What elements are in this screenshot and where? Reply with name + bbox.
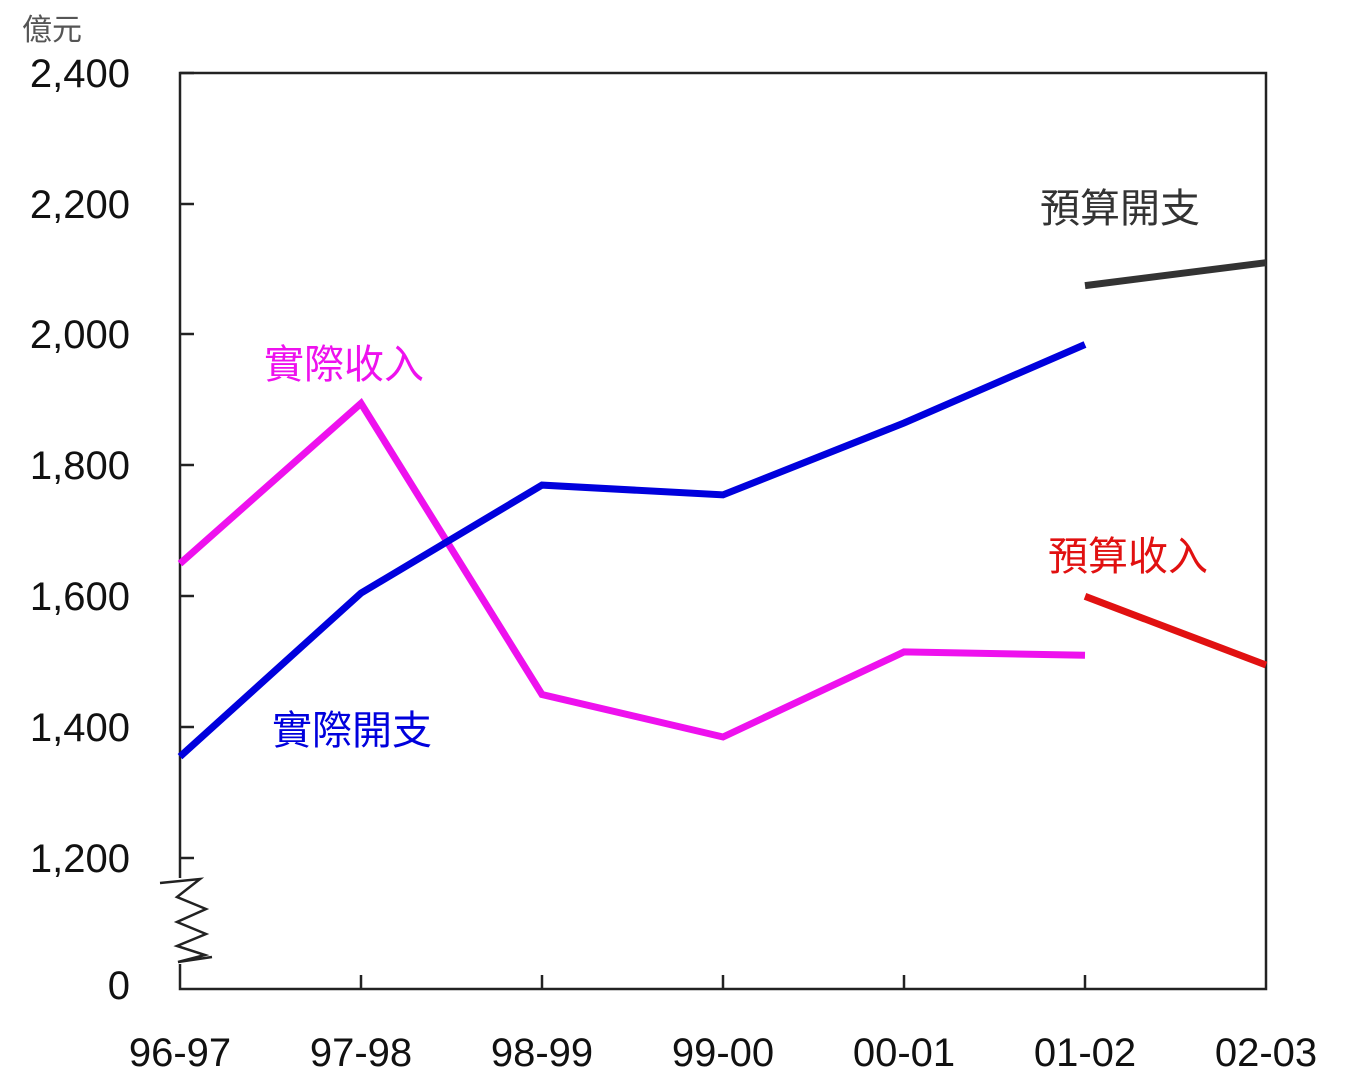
y-unit-label: 億元: [22, 13, 82, 48]
series-lines: [177, 259, 1268, 760]
series-label-3: 預算收入: [1048, 534, 1208, 580]
x-tick-label: 97-98: [310, 1031, 412, 1072]
x-tick-label: 96-97: [129, 1031, 231, 1072]
series-label-0: 實際收入: [264, 342, 424, 388]
x-tick-label: 98-99: [491, 1031, 593, 1072]
y-tick-label: 1,400: [30, 706, 130, 750]
series-label-2: 預算開支: [1040, 186, 1200, 232]
y-tick-label: 1,800: [30, 444, 130, 488]
y-tick-label: 0: [108, 964, 130, 1008]
series-line-0: [177, 398, 1086, 741]
y-tick-label: 1,200: [30, 837, 130, 881]
x-tick-label: 99-00: [672, 1031, 774, 1072]
series-label-1: 實際開支: [272, 708, 432, 754]
axes: 2,400 2,200 2,000 1,800 1,600 1,400 1,200 0 96-9…: [30, 52, 1317, 1072]
axis-break-icon: [159, 877, 213, 964]
series-line-1: [177, 341, 1087, 760]
y-tick-label: 1,600: [30, 575, 130, 619]
y-tick-label: 2,000: [30, 313, 130, 357]
y-tick-label: 2,400: [30, 52, 130, 96]
x-tick-label: 02-03: [1215, 1031, 1317, 1072]
x-tick-label: 01-02: [1034, 1031, 1136, 1072]
x-tick-label: 00-01: [853, 1031, 955, 1072]
series-line-2: [1084, 259, 1267, 290]
y-tick-label: 2,200: [30, 183, 130, 227]
series-line-3: [1083, 593, 1268, 669]
